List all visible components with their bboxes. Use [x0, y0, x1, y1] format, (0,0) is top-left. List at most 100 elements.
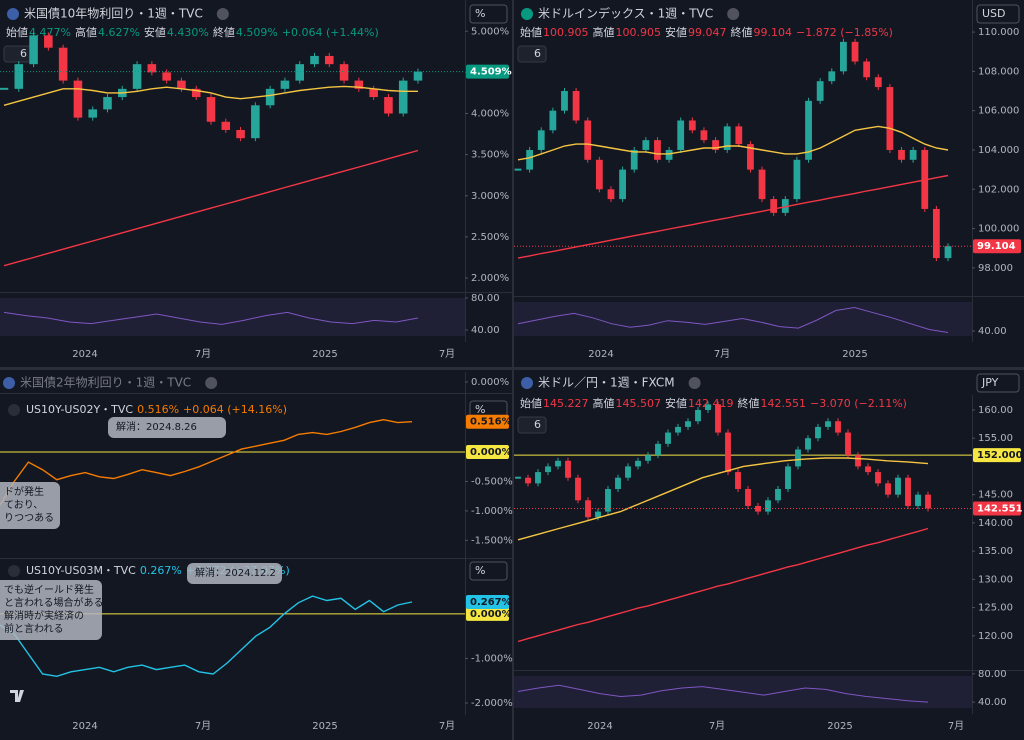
- series-line: [517, 174, 949, 259]
- candle: [825, 421, 831, 427]
- candle: [515, 476, 521, 479]
- series-line: [517, 684, 929, 703]
- x-tick-label: 7月: [439, 720, 455, 732]
- change: +0.064 (+1.44%): [282, 26, 379, 39]
- symbol-icon: [521, 377, 533, 389]
- price-badge: [466, 606, 509, 621]
- candle: [607, 189, 615, 200]
- interval-box: [517, 416, 547, 434]
- candle: [162, 72, 171, 81]
- candle: [675, 426, 681, 433]
- x-tick-label: 2024: [588, 349, 613, 360]
- x-tick-label: 2025: [827, 721, 852, 732]
- x-tick-label: 2024: [72, 349, 97, 360]
- price-badge: [973, 448, 1021, 463]
- x-tick-label: 2024: [587, 721, 612, 732]
- price-badge-label: 142.551: [977, 503, 1023, 514]
- price-badge: [466, 64, 509, 79]
- x-tick-label: 7月: [439, 348, 455, 360]
- axis-panel: [465, 0, 466, 342]
- y-tick-label: 110.000: [978, 27, 1019, 38]
- symbol-icon: [3, 377, 15, 389]
- candle: [525, 477, 531, 484]
- candle: [665, 432, 671, 444]
- candle: [715, 404, 721, 433]
- candle: [236, 129, 245, 139]
- candle: [793, 159, 801, 200]
- price-badge: [466, 445, 509, 460]
- candle: [206, 97, 216, 122]
- candle: [723, 126, 731, 150]
- callout: [108, 417, 226, 438]
- pane-separator: [0, 558, 512, 559]
- price-badge: [973, 501, 1021, 516]
- y-tick-label: 140.00: [978, 518, 1013, 529]
- candle: [29, 35, 38, 65]
- candle: [605, 489, 611, 512]
- x-tick-label: 2024: [72, 721, 97, 732]
- y-tick-label: 80.00: [471, 293, 500, 304]
- ohlc-value: 4.430%: [167, 26, 209, 39]
- series-line: [517, 527, 929, 643]
- series-line: [3, 149, 419, 267]
- callout-text: 解消時が実経済の: [4, 609, 84, 622]
- candle: [251, 105, 260, 139]
- candle: [642, 140, 650, 150]
- ohlc-value: 4.627%: [98, 26, 140, 39]
- candle: [874, 77, 882, 88]
- candle: [655, 443, 661, 456]
- candle: [840, 41, 847, 72]
- candle: [595, 511, 601, 518]
- candle: [944, 246, 952, 259]
- ohlc-value: 142.419: [688, 397, 734, 410]
- symbol-icon: [7, 8, 19, 20]
- candle: [615, 477, 621, 490]
- callout-text: 解消：2024.12.2: [195, 566, 276, 579]
- candle: [665, 149, 673, 160]
- candle: [549, 110, 557, 131]
- pane-separator: [514, 670, 1024, 671]
- chart-title: 米ドルインデックス・1週・TVC: [538, 6, 713, 21]
- y-tick-label: 102.000: [978, 184, 1019, 195]
- candle: [735, 472, 741, 490]
- ohlc-value: 4.477%: [29, 26, 71, 39]
- y-tick-label: 130.00: [978, 574, 1013, 585]
- candle: [177, 80, 186, 89]
- candle: [369, 88, 378, 98]
- candle: [765, 500, 771, 512]
- candle: [537, 130, 545, 150]
- ohlc-label: 高値: [593, 396, 615, 410]
- candle: [915, 494, 921, 506]
- y-tick-label: 104.000: [978, 145, 1019, 156]
- menu-icon: [216, 8, 229, 20]
- candle: [895, 477, 901, 495]
- x-tick-label: 7月: [948, 720, 964, 732]
- candle: [88, 109, 97, 118]
- y-tick-label: 5.000%: [471, 26, 509, 37]
- y-tick-label: 80.00: [978, 669, 1007, 680]
- callout: [187, 563, 282, 584]
- candle: [221, 121, 231, 130]
- candle: [103, 97, 112, 110]
- x-tick-label: 7月: [714, 348, 730, 360]
- candle: [781, 199, 789, 213]
- series-line: [517, 306, 949, 333]
- candle: [700, 130, 708, 141]
- y-tick-label: 120.00: [978, 631, 1013, 642]
- candle: [905, 477, 911, 506]
- interval: 6: [534, 418, 541, 431]
- price-badge-label: 152.000: [977, 450, 1023, 461]
- y-tick-label: -2.000%: [471, 698, 513, 709]
- unit-label: %: [475, 403, 485, 416]
- y-tick-label: -0.500%: [471, 476, 513, 487]
- ohlc-label: 始値: [520, 396, 542, 410]
- x-tick-label: 2025: [312, 721, 337, 732]
- ohlc-label: 安値: [144, 25, 166, 39]
- unit-button: [469, 4, 508, 24]
- candle: [885, 483, 891, 495]
- y-tick-label: -1.000%: [471, 653, 513, 664]
- price-badge: [466, 595, 509, 610]
- pane-separator: [0, 393, 512, 394]
- interval-box: [3, 45, 33, 63]
- candle: [685, 421, 691, 427]
